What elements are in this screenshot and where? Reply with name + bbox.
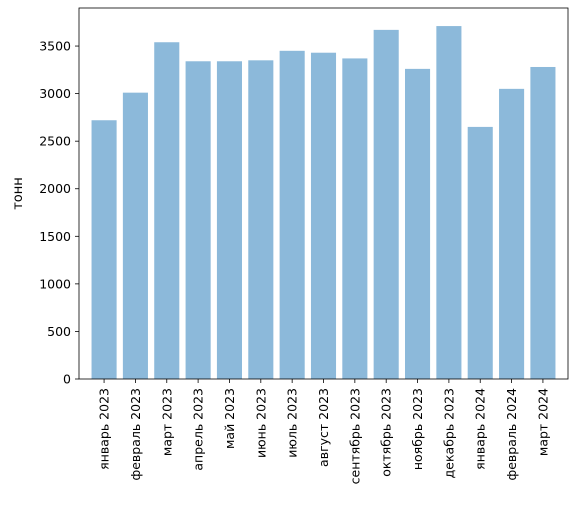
x-tick-label-11: ноябрь 2023 [410,388,425,470]
x-tick-label-9: сентябрь 2023 [347,388,362,484]
bar-10 [373,29,399,379]
bar-15 [530,66,556,379]
x-tick-label-13: январь 2024 [473,388,488,470]
x-tick-label-8: август 2023 [316,388,331,467]
y-axis: 0 500 1000 1500 2000 2500 3000 3500 [39,39,79,387]
x-tick-label-14: февраль 2024 [504,388,519,481]
y-tick-label-6: 3000 [39,86,71,101]
bar-13 [467,126,493,379]
x-tick-label-6: июнь 2023 [253,388,268,458]
y-tick-label-5: 2500 [39,134,71,149]
x-tick-label-5: май 2023 [222,388,237,449]
bar-3 [154,42,180,379]
bar-2 [122,92,148,379]
x-tick-label-3: март 2023 [159,388,174,456]
bar-7 [279,50,305,380]
y-tick-label-1: 500 [47,324,71,339]
y-tick-label-3: 1500 [39,229,71,244]
x-tick-label-10: октябрь 2023 [379,388,394,477]
x-tick-label-1: январь 2023 [97,388,112,470]
bar-14 [499,88,525,380]
bar-11 [405,68,431,379]
y-tick-label-4: 2000 [39,181,71,196]
y-axis-label: тонн [11,177,26,210]
bar-9 [342,58,368,380]
x-tick-label-15: март 2024 [535,388,550,456]
x-tick-label-12: декабрь 2023 [441,388,456,478]
plot-frame [78,7,569,380]
bar-1 [91,120,117,379]
bar-5 [216,61,242,380]
y-tick-label-7: 3500 [39,39,71,54]
x-axis: январь 2023 февраль 2023 март 2023 апрель 2… [97,379,550,484]
x-tick-label-2: февраль 2023 [128,388,143,480]
x-tick-label-7: июль 2023 [285,388,300,458]
x-tick-label-4: апрель 2023 [191,388,206,471]
bar-12 [436,26,462,379]
y-tick-label-0: 0 [63,372,71,387]
bar-8 [310,52,337,380]
bar-6 [248,60,274,379]
bar-4 [185,61,211,380]
bars-group [91,26,556,380]
y-tick-label-2: 1000 [39,276,71,291]
